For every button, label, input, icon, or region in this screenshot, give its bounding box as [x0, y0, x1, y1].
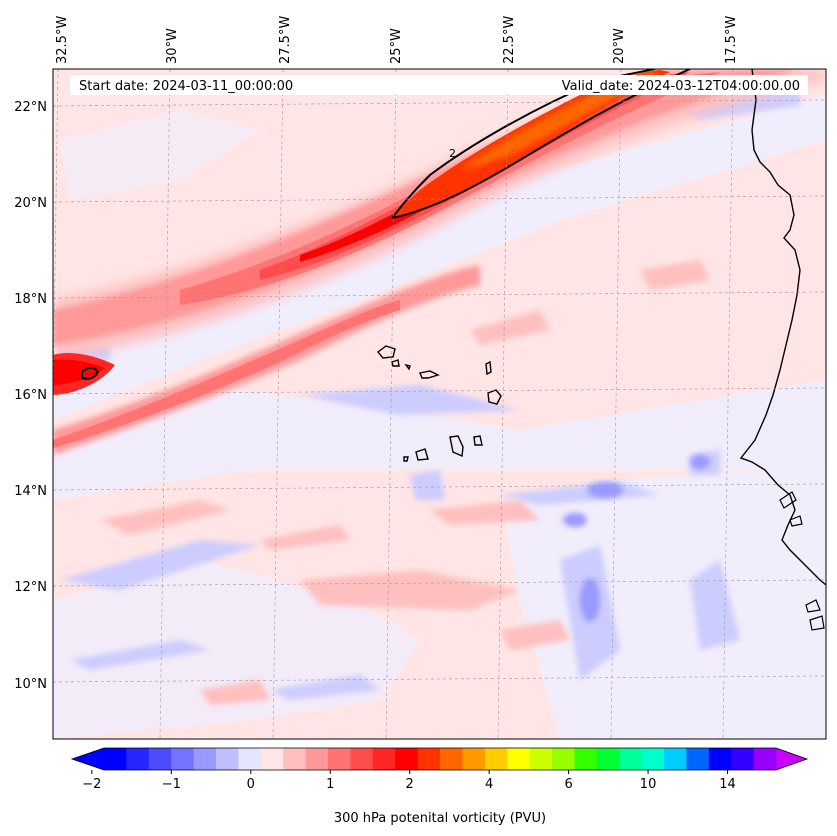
colorbar-extend-low: [72, 748, 104, 770]
lat-label: 22°N: [14, 100, 47, 115]
colorbar-tick-label: 1: [326, 777, 334, 792]
colorbar-tick-label: 2: [406, 777, 414, 792]
colorbar-cell: [529, 748, 553, 770]
colorbar-tick-label: 6: [564, 777, 572, 792]
colorbar-cell: [708, 748, 732, 770]
weak-pv-patches: [100, 260, 710, 705]
pv-southern-branch: [53, 265, 480, 455]
colorbar-cell: [417, 748, 441, 770]
colorbar-cell: [664, 748, 687, 770]
colorbar-cell: [619, 748, 643, 770]
colorbar-cell: [305, 748, 329, 770]
colorbar-cell: [126, 748, 150, 770]
african-coastline: [739, 69, 826, 586]
colorbar-tick-label: 14: [719, 777, 736, 792]
colorbar-cell: [350, 748, 374, 770]
pv-field: 2: [53, 69, 826, 739]
low-pv-cores: [563, 455, 710, 622]
pv-2-contour: [81, 69, 691, 380]
lat-label: 14°N: [14, 484, 47, 499]
map-frame: [52, 68, 827, 740]
colorbar-cell: [148, 748, 172, 770]
start-date-label: Start date: 2024-03-11_00:00:00: [79, 79, 293, 94]
colorbar-tick-label: 10: [640, 777, 657, 792]
valid-date-label: Valid_date: 2024-03-12T04:00:00.00: [562, 79, 800, 94]
latitude-labels: 22°N 20°N 18°N 16°N 14°N 12°N 10°N: [14, 100, 47, 692]
colorbar-cell: [260, 748, 284, 770]
lon-label: 27.5°W: [278, 16, 293, 64]
coastal-islands: [779, 491, 825, 631]
colorbar-outline: [70, 747, 809, 771]
cape-verde-islands: [376, 345, 502, 462]
colorbar-tick-label: 4: [485, 777, 493, 792]
colorbar-cell: [552, 748, 575, 770]
lon-label: 32.5°W: [55, 16, 70, 64]
colorbar-cell: [283, 748, 307, 770]
colorbar-cell: [574, 748, 598, 770]
graticule: [53, 69, 826, 739]
colorbar-cell: [328, 748, 351, 770]
lat-label: 12°N: [14, 580, 47, 595]
colorbar-cell: [104, 748, 127, 770]
lat-label: 16°N: [14, 388, 47, 403]
colorbar-cell: [686, 748, 710, 770]
lon-label: 17.5°W: [724, 16, 739, 64]
colorbar-cell: [484, 748, 508, 770]
colorbar-cell: [641, 748, 665, 770]
colorbar-cell: [440, 748, 463, 770]
colorbar-title: 300 hPa potenital vorticity (PVU): [334, 811, 546, 826]
colorbar-cell: [193, 748, 217, 770]
colorbar-cell: [462, 748, 486, 770]
colorbar-cell: [753, 748, 777, 770]
colorbar-tick-label: −1: [162, 777, 181, 792]
header-box: [70, 75, 808, 95]
colorbar-cell: [216, 748, 239, 770]
colorbar-cell: [171, 748, 195, 770]
colorbar-cell: [238, 748, 262, 770]
colorbar: −2 −1 0 1 2 4 6 10 14: [70, 747, 809, 792]
colorbar-cell: [372, 748, 396, 770]
colorbar-cell: [507, 748, 531, 770]
colorbar-tick-label: 0: [247, 777, 255, 792]
colorbar-cell: [596, 748, 620, 770]
lon-label: 25°W: [389, 28, 404, 64]
lon-label: 30°W: [165, 28, 180, 64]
lat-label: 10°N: [14, 677, 47, 692]
contour-label: 2: [449, 147, 456, 160]
lon-label: 22.5°W: [502, 16, 517, 64]
lon-label: 20°W: [612, 28, 627, 64]
colorbar-tick-label: −2: [82, 777, 101, 792]
lat-label: 20°N: [14, 196, 47, 211]
lat-label: 18°N: [14, 292, 47, 307]
longitude-labels: 32.5°W 30°W 27.5°W 25°W 22.5°W 20°W 17.5…: [55, 16, 739, 64]
colorbar-extend-high: [776, 748, 807, 770]
colorbar-cell: [731, 748, 755, 770]
colorbar-cell: [395, 748, 419, 770]
